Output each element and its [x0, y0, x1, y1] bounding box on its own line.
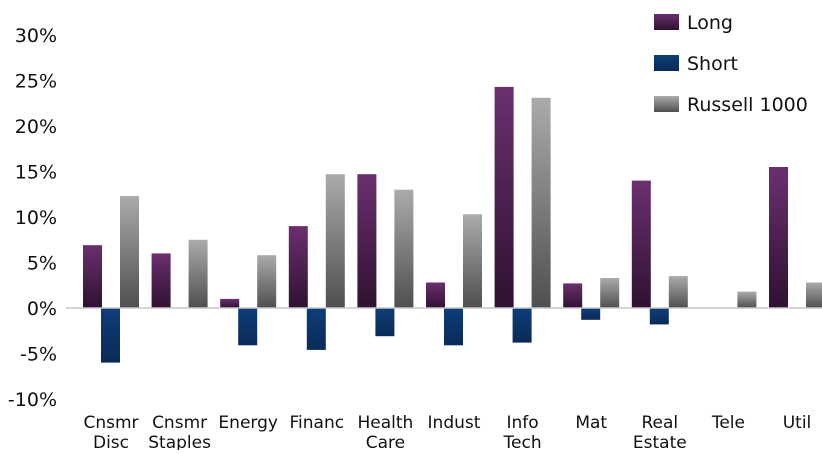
bar-long-real-estate: [631, 180, 651, 308]
bar-russell-1000-health-care: [394, 189, 414, 308]
bar-short-financ: [306, 308, 326, 350]
chart-legend: Long Short Russell 1000: [654, 12, 808, 116]
bar-long-financ: [288, 226, 308, 308]
x-tick-label: Cnsmr Staples: [148, 413, 211, 450]
bar-russell-1000-cnsmr-disc: [120, 196, 139, 308]
bar-russell-1000-real-estate: [668, 276, 688, 308]
legend-label-long: Long: [687, 12, 733, 34]
legend-swatch-long: [654, 14, 679, 30]
y-tick-label: -10%: [8, 389, 57, 411]
y-tick-label: 0%: [27, 298, 57, 320]
x-tick-label: Indust: [428, 413, 481, 433]
bar-russell-1000-indust: [463, 214, 482, 308]
bar-russell-1000-tele: [737, 291, 757, 308]
bar-series-group: [83, 86, 822, 363]
y-axis: 30% 25% 20% 15% 10% 5% 0% -5% -10%: [8, 25, 57, 411]
x-tick-label: Health Care: [357, 413, 413, 450]
bar-russell-1000-mat: [600, 278, 620, 308]
y-tick-label: -5%: [20, 344, 57, 366]
bar-long-cnsmr-staples: [151, 253, 171, 308]
y-tick-label: 20%: [15, 116, 57, 138]
x-tick-label: Financ: [290, 413, 345, 433]
y-tick-label: 10%: [15, 207, 57, 229]
bar-russell-1000-energy: [257, 255, 277, 308]
legend-swatch-russell-1000: [654, 96, 679, 112]
x-axis: Cnsmr Disc Cnsmr Staples Energy Financ Health C…: [83, 413, 812, 453]
bar-short-health-care: [375, 308, 395, 337]
bar-long-cnsmr-disc: [83, 245, 102, 308]
bar-short-cnsmr-disc: [101, 308, 120, 363]
y-tick-label: 5%: [27, 253, 57, 275]
bar-russell-1000-util: [806, 282, 822, 308]
bar-long-info-tech: [494, 86, 514, 309]
bar-long-health-care: [357, 174, 377, 308]
x-tick-label: Energy: [218, 413, 278, 433]
bar-short-mat: [581, 308, 601, 320]
x-tick-label: Real Estate: [633, 413, 687, 450]
bar-short-real-estate: [649, 308, 669, 325]
x-tick-label: Mat: [575, 413, 607, 433]
bar-long-util: [769, 167, 788, 308]
x-tick-label: Tele: [711, 413, 745, 433]
y-tick-label: 30%: [15, 25, 57, 47]
legend-label-short: Short: [687, 53, 738, 75]
legend-label-russell-1000: Russell 1000: [687, 94, 808, 116]
x-tick-label: Info Tech: [503, 413, 542, 450]
bar-short-info-tech: [512, 308, 532, 343]
bar-short-indust: [444, 308, 463, 346]
bar-russell-1000-cnsmr-staples: [188, 239, 208, 309]
bar-long-energy: [220, 298, 240, 308]
y-tick-label: 15%: [15, 162, 57, 184]
x-tick-label: Cnsmr Disc: [83, 413, 138, 450]
bar-long-mat: [563, 283, 583, 308]
legend-swatch-short: [654, 55, 679, 71]
bar-russell-1000-info-tech: [531, 97, 551, 308]
bar-long-indust: [426, 282, 445, 308]
y-tick-label: 25%: [15, 71, 57, 93]
bar-russell-1000-financ: [325, 174, 345, 308]
x-tick-label: Util: [783, 413, 812, 433]
bar-short-energy: [238, 308, 258, 346]
